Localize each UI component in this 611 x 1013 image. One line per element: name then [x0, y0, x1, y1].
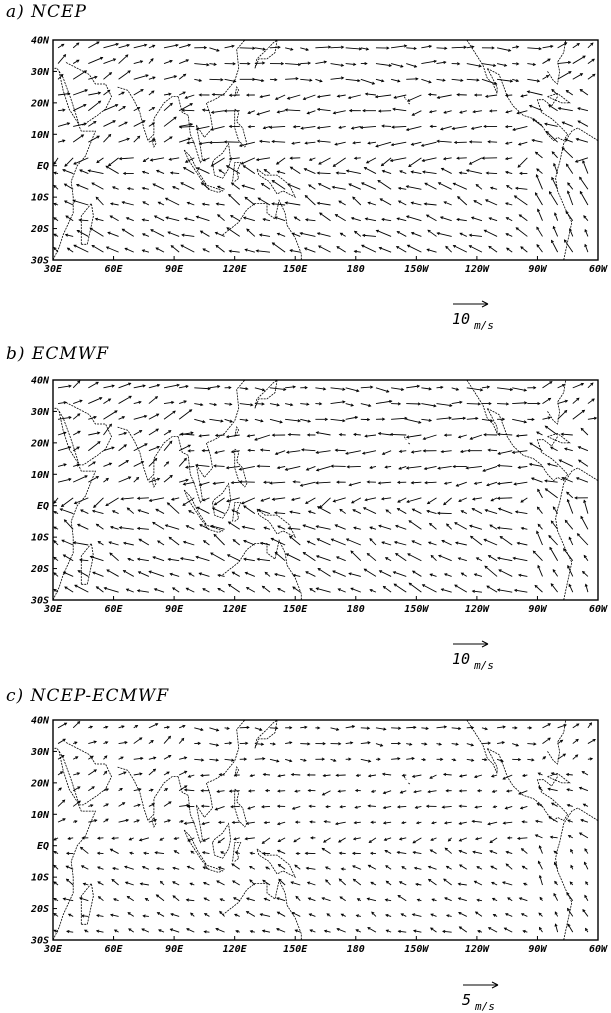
- lon-tick-label: 120W: [465, 944, 490, 955]
- lat-tick-label: 20S: [30, 904, 49, 915]
- reference-arrow-icon: [452, 299, 492, 309]
- panel-c-title: c) NCEP-ECMWF: [6, 686, 169, 706]
- lon-tick-label: 90E: [165, 944, 184, 955]
- lat-tick-label: 20S: [30, 564, 49, 575]
- lon-tick-label: 60E: [105, 264, 124, 275]
- lon-tick-label: 60E: [105, 604, 124, 615]
- lat-tick-label: 10N: [31, 130, 50, 141]
- lon-tick-label: 60W: [589, 944, 608, 955]
- lon-tick-label: 30E: [43, 604, 63, 615]
- lon-tick-label: 120E: [223, 604, 248, 615]
- panel-b-title: b) ECMWF: [6, 344, 109, 364]
- lon-tick-label: 90E: [165, 604, 184, 615]
- lat-tick-label: 10S: [31, 193, 49, 204]
- panel-a-title: a) NCEP: [6, 2, 87, 22]
- lon-tick-label: 150W: [404, 604, 429, 615]
- coastlines: [53, 720, 598, 940]
- lon-tick-label: 150W: [404, 944, 429, 955]
- lon-tick-label: 120E: [223, 264, 248, 275]
- lon-tick-label: 60W: [589, 264, 608, 275]
- lon-tick-label: 120W: [465, 264, 490, 275]
- lat-tick-label: 10S: [31, 873, 49, 884]
- lat-tick-label: 20N: [30, 778, 50, 789]
- coastlines: [53, 40, 598, 260]
- lon-tick-label: 180: [347, 604, 365, 615]
- lat-tick-label: 10S: [31, 533, 49, 544]
- map-frame: [53, 40, 598, 260]
- coastlines: [53, 380, 598, 600]
- lon-tick-label: 90W: [528, 944, 547, 955]
- lon-tick-label: 150E: [283, 944, 308, 955]
- lat-tick-label: 40N: [31, 376, 50, 387]
- lat-tick-label: 20S: [30, 224, 49, 235]
- lat-tick-label: 40N: [31, 36, 50, 47]
- map-frame: [53, 720, 598, 940]
- lat-tick-label: 20N: [30, 98, 50, 109]
- lon-tick-label: 120W: [465, 604, 490, 615]
- lon-tick-label: 120E: [223, 944, 248, 955]
- lat-tick-label: 30N: [30, 747, 50, 758]
- lon-tick-label: 90W: [528, 604, 547, 615]
- lon-tick-label: 150E: [283, 264, 308, 275]
- panel-a-reference-unit: m/s: [474, 319, 494, 332]
- panel-b-reference-value: 10: [452, 650, 470, 668]
- map-frame: [53, 380, 598, 600]
- lat-tick-label: 40N: [31, 716, 50, 727]
- lon-tick-label: 180: [347, 944, 365, 955]
- panel-b-reference-unit: m/s: [474, 659, 494, 672]
- panel-c-reference-value: 5: [462, 991, 471, 1009]
- lat-tick-label: EQ: [37, 501, 49, 512]
- lat-tick-label: EQ: [37, 841, 49, 852]
- lat-tick-label: 30N: [30, 67, 50, 78]
- lat-tick-label: 10N: [31, 470, 50, 481]
- panel-a-reference-value: 10: [452, 310, 470, 328]
- lat-tick-label: EQ: [37, 161, 49, 172]
- panel-c-reference-unit: m/s: [475, 1000, 495, 1013]
- wind-vectors: [54, 381, 596, 593]
- lon-tick-label: 150W: [404, 264, 429, 275]
- wind-vectors: [54, 722, 595, 934]
- lat-tick-label: 20N: [30, 438, 50, 449]
- lon-tick-label: 90W: [528, 264, 547, 275]
- lon-tick-label: 30E: [43, 264, 63, 275]
- lon-tick-label: 180: [347, 264, 365, 275]
- lat-tick-label: 10N: [31, 810, 50, 821]
- lat-tick-label: 30N: [30, 407, 50, 418]
- lon-tick-label: 90E: [165, 264, 184, 275]
- reference-arrow-icon: [452, 639, 492, 649]
- lon-tick-label: 60E: [105, 944, 124, 955]
- lon-tick-label: 30E: [43, 944, 63, 955]
- wind-vectors: [54, 42, 595, 253]
- reference-arrow-icon: [462, 980, 502, 990]
- lon-tick-label: 60W: [589, 604, 608, 615]
- lon-tick-label: 150E: [283, 604, 308, 615]
